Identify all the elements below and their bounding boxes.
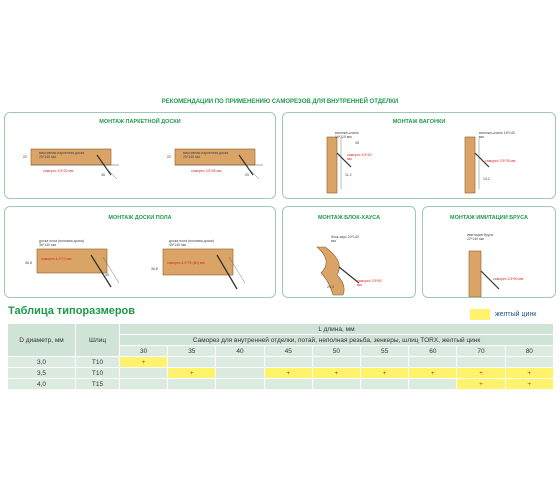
table-cell [360,356,410,368]
table-cell [215,378,265,390]
floor-right-screw: саморез 4,0*75 (80) мм [167,261,205,265]
row-diameter: 4,0 [7,378,76,390]
length-cell: 55 [360,345,410,357]
table-cell [311,378,362,390]
length-cell: 35 [167,345,217,357]
brus-label: имитация бруса 22*140 мм [467,233,493,241]
panel-parquet: МОНТАЖ ПАРКЕТНОЙ ДОСКИ массивная паркетн… [4,112,276,199]
table-row: 3,5 T10 + + + + + + + [7,367,555,379]
floor-left-screw: саморез 4,0*70 мм [41,257,72,261]
row-slot: T10 [75,356,120,368]
panel-blockhouse: МОНТАЖ БЛОК-ХАУСА блок-хаус 20*140 мм са… [282,206,416,298]
floor-diagram [36,248,246,290]
parquet-diagram [30,148,263,180]
table-cell [408,356,458,368]
legend-swatch-yellow-zinc [470,309,490,320]
size-table: D диаметр, мм Шлиц L длина, мм Саморез д… [7,323,555,390]
brus-diagram [468,250,500,297]
panel-brus-title: МОНТАЖ ИМИТАЦИИ БРУСА [449,215,529,221]
header-description: Саморез для внутренней отделки, потай, н… [119,334,554,346]
length-cell: 70 [456,345,506,357]
parquet-dim-a: 22 [23,155,27,159]
table-cell [360,378,410,390]
table-cell [311,356,362,368]
table-cell [504,356,555,368]
table-cell: + [118,356,169,368]
table-cell [408,378,458,390]
panel-vagonka: МОНТАЖ ВАГОНКИ вагонка-штиль 14*110 мм с… [282,112,556,199]
page-title: РЕКОМЕНДАЦИИ ПО ПРИМЕНЕНИЮ САМОРЕЗОВ ДЛЯ… [161,99,399,105]
table-row: 3,0 T10 + [7,356,555,368]
blockhouse-label: блок-хаус 20*140 мм [331,235,359,243]
legend: желтый цинк [470,309,536,320]
header-diameter: D диаметр, мм [7,323,76,357]
panel-floor: МОНТАЖ ДОСКИ ПОЛА доска пола (половая до… [4,206,276,298]
table-cell [167,356,217,368]
row-diameter: 3,0 [7,356,76,368]
table-cell [215,367,265,379]
parquet-angle: 45 [101,173,105,177]
parquet-dim-c: 20 [245,173,249,177]
length-cell: 60 [408,345,458,357]
floor-dim-a: 36,8 [25,261,32,265]
table-cell: + [408,367,458,379]
length-cell: 80 [504,345,555,357]
table-row: 4,0 T15 + + [7,378,555,390]
panel-vagonka-title: МОНТАЖ ВАГОНКИ [392,119,446,125]
table-cell [263,378,313,390]
parquet-left-screw: саморез 3,5*30 мм [43,169,74,173]
length-cell: 50 [311,345,362,357]
parquet-right-screw: саморез 3,5*35 мм [191,169,222,173]
table-cell [167,378,217,390]
floor-dim-b: 36,8 [151,267,158,271]
vagonka-dim-a: 11,2 [345,173,352,177]
table-cell: + [456,378,506,390]
table-cell [118,378,169,390]
vagonka-right-label: вагонка-штиль 16*140 мм [479,131,515,139]
table-cell: + [504,378,555,390]
row-slot: T10 [75,367,120,379]
table-cell: + [456,367,506,379]
parquet-dim-b: 22 [167,155,171,159]
table-cell: + [263,367,313,379]
floor-left-board: доска пола (половая доска) 36*140 мм [39,239,85,247]
vagonka-left-screw: саморез 3,5*30 мм [347,153,372,161]
legend-label: желтый цинк [495,311,537,318]
length-cell: 30 [118,345,169,357]
parquet-right-board: массивная паркетная доска 20*140 мм [183,151,229,159]
panel-parquet-title: МОНТАЖ ПАРКЕТНОЙ ДОСКИ [99,119,181,125]
brus-screw: саморез 3,5*50 мм [493,277,524,281]
row-diameter: 3,5 [7,367,76,379]
table-cell: + [311,367,362,379]
panel-brus: МОНТАЖ ИМИТАЦИИ БРУСА имитация бруса 22*… [422,206,556,298]
table-cell: + [167,367,217,379]
table-title: Таблица типоразмеров [8,305,136,317]
length-cell: 45 [263,345,313,357]
header-slot: Шлиц [75,323,120,357]
vagonka-angle: 45 [355,141,359,145]
blockhouse-dim: 20,4 [327,285,334,289]
length-cell: 40 [215,345,265,357]
table-cell [215,356,265,368]
panel-blockhouse-title: МОНТАЖ БЛОК-ХАУСА [317,215,381,221]
table-cell [456,356,506,368]
vagonka-dim-b: 13,2 [483,177,490,181]
blockhouse-diagram [316,246,360,296]
floor-right-board: доска пола (половая доска) 45*140 мм [169,239,215,247]
vagonka-diagram [326,136,490,194]
table-cell: + [360,367,410,379]
floor-angle: 45 [105,273,109,277]
table-cell: + [504,367,555,379]
parquet-left-board: массивная паркетная доска 20*140 мм [39,151,85,159]
panel-floor-title: МОНТАЖ ДОСКИ ПОЛА [108,215,172,221]
header-length: L длина, мм [119,323,554,335]
table-cell [263,356,313,368]
vagonka-right-screw: саморез 3,5*35 мм [485,159,516,163]
blockhouse-screw: саморез 3,5*50 мм [357,279,382,287]
row-slot: T15 [75,378,120,390]
table-cell [118,367,169,379]
vagonka-left-label: вагонка-штиль 14*110 мм [335,131,359,139]
